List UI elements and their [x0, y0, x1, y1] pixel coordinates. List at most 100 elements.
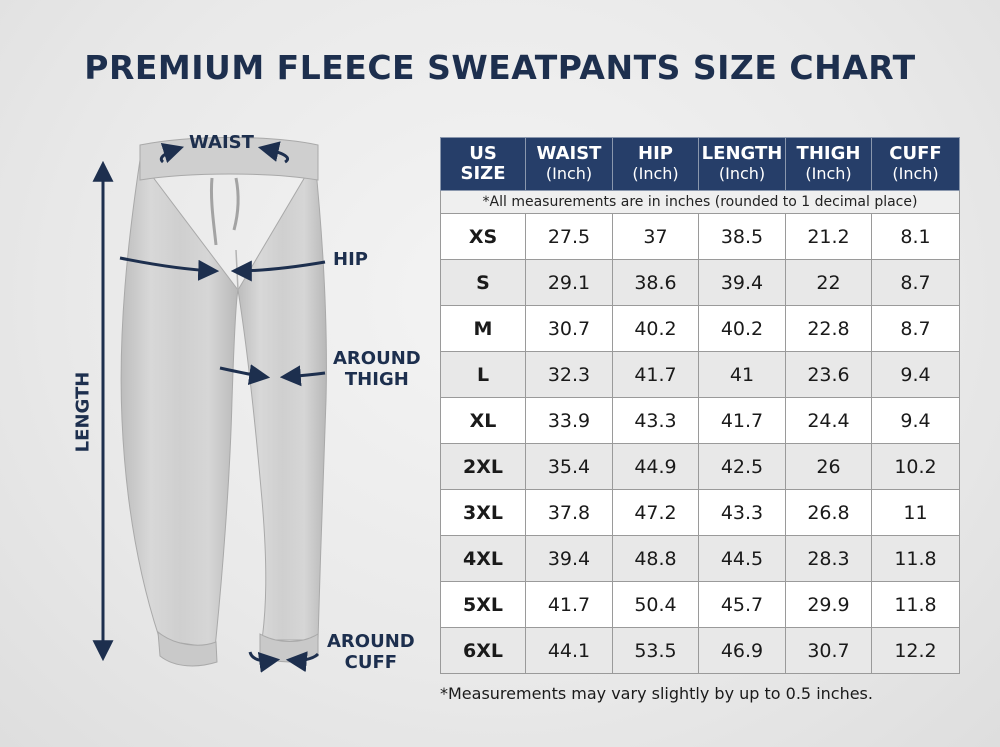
header-line2: (Inch): [545, 164, 593, 183]
header-line2: (Inch): [632, 164, 679, 183]
cell-size: 2XL: [440, 443, 526, 490]
length-label: LENGTH: [72, 371, 94, 453]
header-cuff: CUFF (Inch): [871, 137, 960, 191]
cell-length: 45.7: [698, 581, 786, 628]
cell-waist: 33.9: [525, 397, 613, 444]
header-waist: WAIST (Inch): [525, 137, 613, 191]
cell-length: 38.5: [698, 213, 786, 260]
cell-cuff: 9.4: [871, 351, 960, 398]
cell-length: 42.5: [698, 443, 786, 490]
sweatpants-illustration: [120, 137, 327, 667]
table-row: M 30.7 40.2 40.2 22.8 8.7: [440, 305, 960, 352]
cell-cuff: 10.2: [871, 443, 960, 490]
cell-size: 4XL: [440, 535, 526, 582]
cell-size: 3XL: [440, 489, 526, 536]
cell-hip: 38.6: [612, 259, 699, 306]
header-thigh: THIGH (Inch): [785, 137, 872, 191]
cell-size: 5XL: [440, 581, 526, 628]
thigh-label: AROUND THIGH: [333, 348, 421, 390]
cell-hip: 44.9: [612, 443, 699, 490]
hip-arrow-left: [119, 256, 220, 281]
header-line2: SIZE: [460, 163, 506, 184]
waist-arrow-left: [159, 142, 185, 164]
cell-cuff: 11: [871, 489, 960, 536]
cell-hip: 37: [612, 213, 699, 260]
cuff-arrow-right: [285, 651, 320, 673]
header-hip: HIP (Inch): [612, 137, 699, 191]
chart-title: PREMIUM FLEECE SWEATPANTS SIZE CHART: [84, 48, 916, 87]
cuff-label: AROUND CUFF: [327, 631, 415, 673]
cell-length: 44.5: [698, 535, 786, 582]
cell-waist: 29.1: [525, 259, 613, 306]
cell-cuff: 8.7: [871, 305, 960, 352]
cell-cuff: 11.8: [871, 535, 960, 582]
table-row: 6XL 44.1 53.5 46.9 30.7 12.2: [440, 627, 960, 674]
note-row: *All measurements are in inches (rounded…: [440, 190, 960, 214]
cell-size: XL: [440, 397, 526, 444]
cell-hip: 53.5: [612, 627, 699, 674]
cell-hip: 48.8: [612, 535, 699, 582]
cell-hip: 41.7: [612, 351, 699, 398]
header-line1: HIP: [638, 143, 673, 164]
cell-waist: 44.1: [525, 627, 613, 674]
cell-hip: 50.4: [612, 581, 699, 628]
cell-length: 41: [698, 351, 786, 398]
cell-size: L: [440, 351, 526, 398]
header-line1: LENGTH: [701, 143, 783, 164]
header-row: US SIZE WAIST (Inch) HIP (Inch) LENGTH (Inch…: [440, 137, 960, 191]
table-row: XL 33.9 43.3 41.7 24.4 9.4: [440, 397, 960, 444]
header-us-size: US SIZE: [440, 137, 526, 191]
cell-hip: 43.3: [612, 397, 699, 444]
waist-arrow-right: [257, 141, 290, 164]
table-row: L 32.3 41.7 41 23.6 9.4: [440, 351, 960, 398]
table-row: 5XL 41.7 50.4 45.7 29.9 11.8: [440, 581, 960, 628]
cell-cuff: 9.4: [871, 397, 960, 444]
cell-cuff: 8.7: [871, 259, 960, 306]
cell-hip: 40.2: [612, 305, 699, 352]
cell-waist: 30.7: [525, 305, 613, 352]
cell-waist: 39.4: [525, 535, 613, 582]
header-length: LENGTH (Inch): [698, 137, 786, 191]
hip-arrow-right: [230, 260, 326, 282]
header-line1: THIGH: [796, 143, 861, 164]
cell-waist: 35.4: [525, 443, 613, 490]
cell-waist: 27.5: [525, 213, 613, 260]
cell-thigh: 24.4: [785, 397, 872, 444]
thigh-label-line2: THIGH: [344, 369, 409, 390]
waist-label: WAIST: [189, 132, 254, 153]
size-table: US SIZE WAIST (Inch) HIP (Inch) LENGTH (Inch…: [440, 137, 960, 674]
cuff-label-line1: AROUND: [327, 631, 415, 652]
cell-length: 40.2: [698, 305, 786, 352]
cell-size: S: [440, 259, 526, 306]
thigh-arrow-left: [219, 364, 271, 386]
cell-waist: 37.8: [525, 489, 613, 536]
table-row: XS 27.5 37 38.5 21.2 8.1: [440, 213, 960, 260]
cell-hip: 47.2: [612, 489, 699, 536]
thigh-label-line1: AROUND: [333, 348, 421, 369]
cell-thigh: 23.6: [785, 351, 872, 398]
table-row: 4XL 39.4 48.8 44.5 28.3 11.8: [440, 535, 960, 582]
cell-size: XS: [440, 213, 526, 260]
cell-thigh: 22.8: [785, 305, 872, 352]
header-line1: WAIST: [536, 143, 602, 164]
cell-length: 39.4: [698, 259, 786, 306]
cuff-arrow-left: [248, 651, 281, 673]
cell-thigh: 29.9: [785, 581, 872, 628]
cell-waist: 41.7: [525, 581, 613, 628]
cell-length: 43.3: [698, 489, 786, 536]
thigh-arrow-right: [279, 365, 326, 387]
cell-length: 46.9: [698, 627, 786, 674]
cell-thigh: 21.2: [785, 213, 872, 260]
cell-thigh: 28.3: [785, 535, 872, 582]
cell-cuff: 12.2: [871, 627, 960, 674]
cell-thigh: 30.7: [785, 627, 872, 674]
cell-thigh: 26: [785, 443, 872, 490]
cell-cuff: 8.1: [871, 213, 960, 260]
sweatpants-diagram: WAIST HIP AROUND THIGH AROUND CUFF LENGT…: [0, 0, 440, 747]
measurement-note: *All measurements are in inches (rounded…: [440, 190, 960, 214]
table-row: S 29.1 38.6 39.4 22 8.7: [440, 259, 960, 306]
header-line2: (Inch): [892, 164, 939, 183]
table-row: 3XL 37.8 47.2 43.3 26.8 11: [440, 489, 960, 536]
cuff-label-line2: CUFF: [344, 652, 398, 673]
table-row: 2XL 35.4 44.9 42.5 26 10.2: [440, 443, 960, 490]
